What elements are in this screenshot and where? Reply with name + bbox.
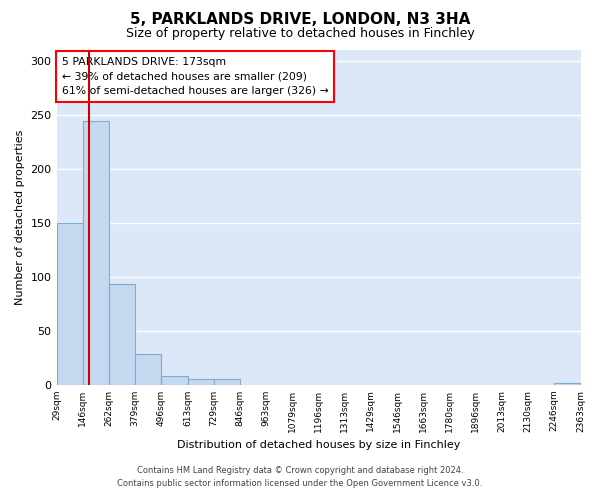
Text: Contains HM Land Registry data © Crown copyright and database right 2024.
Contai: Contains HM Land Registry data © Crown c…: [118, 466, 482, 487]
Bar: [135, 354, 161, 384]
Text: 5 PARKLANDS DRIVE: 173sqm
← 39% of detached houses are smaller (209)
61% of semi: 5 PARKLANDS DRIVE: 173sqm ← 39% of detac…: [62, 56, 329, 96]
Text: Size of property relative to detached houses in Finchley: Size of property relative to detached ho…: [125, 28, 475, 40]
Text: 5, PARKLANDS DRIVE, LONDON, N3 3HA: 5, PARKLANDS DRIVE, LONDON, N3 3HA: [130, 12, 470, 28]
Bar: [554, 382, 580, 384]
Bar: [56, 222, 83, 384]
Bar: [161, 376, 188, 384]
Bar: [188, 380, 214, 384]
Bar: [214, 380, 240, 384]
X-axis label: Distribution of detached houses by size in Finchley: Distribution of detached houses by size …: [177, 440, 460, 450]
Bar: [109, 284, 135, 384]
Y-axis label: Number of detached properties: Number of detached properties: [15, 130, 25, 305]
Bar: [83, 122, 109, 384]
